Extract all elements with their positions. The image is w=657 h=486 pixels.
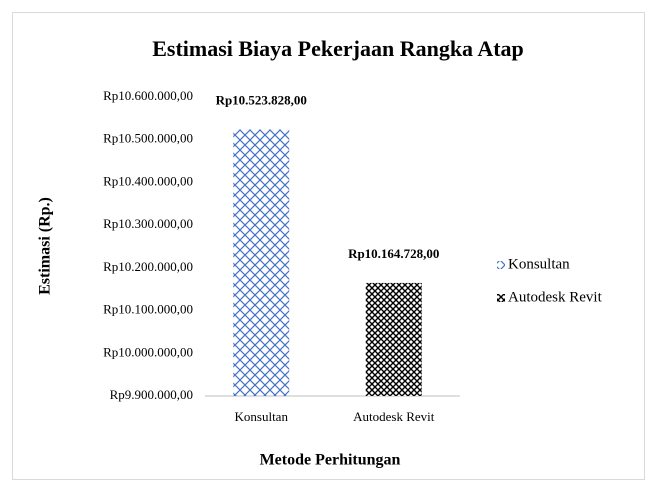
y-tick-label: Rp10.300.000,00: [103, 216, 193, 231]
y-tick-label: Rp10.400.000,00: [103, 173, 193, 188]
legend-label: Konsultan: [508, 256, 570, 272]
y-tick-label: Rp10.500.000,00: [103, 131, 193, 146]
chart-title: Estimasi Biaya Pekerjaan Rangka Atap: [152, 36, 524, 61]
y-axis-title: Estimasi (Rp.): [37, 197, 54, 295]
bar: [365, 282, 422, 396]
legend-swatch: [497, 294, 505, 302]
bar: [233, 129, 290, 397]
x-axis-title: Metode Perhitungan: [260, 452, 401, 469]
x-tick-label: Autodesk Revit: [353, 409, 435, 424]
chart-border: [12, 12, 645, 480]
data-label: Rp10.164.728,00: [348, 246, 439, 261]
y-tick-label: Rp10.200.000,00: [103, 259, 193, 274]
y-tick-label: Rp10.600.000,00: [103, 88, 193, 103]
legend-swatch: [497, 261, 505, 269]
y-tick-label: Rp10.100.000,00: [103, 302, 193, 317]
legend-label: Autodesk Revit: [508, 289, 603, 305]
x-tick-label: Konsultan: [235, 409, 289, 424]
y-tick-label: Rp10.000.000,00: [103, 344, 193, 359]
data-label: Rp10.523.828,00: [216, 93, 307, 108]
y-tick-label: Rp9.900.000,00: [110, 387, 193, 402]
